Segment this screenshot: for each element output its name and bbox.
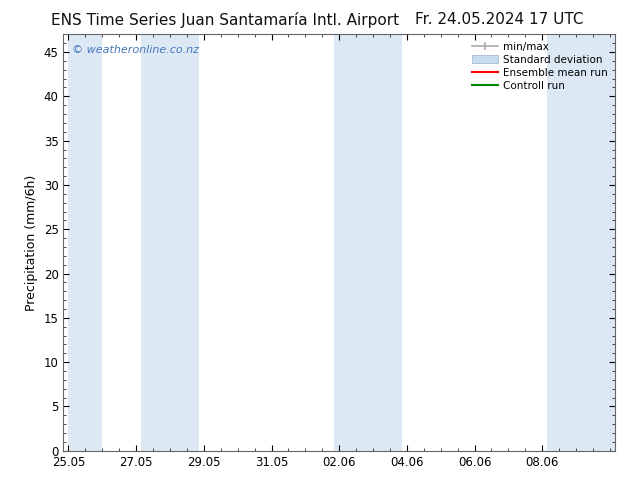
Bar <box>68 34 102 451</box>
Bar <box>547 34 615 451</box>
Text: ENS Time Series Juan Santamaría Intl. Airport: ENS Time Series Juan Santamaría Intl. Ai… <box>51 12 399 28</box>
Text: Fr. 24.05.2024 17 UTC: Fr. 24.05.2024 17 UTC <box>415 12 583 27</box>
Text: © weatheronline.co.nz: © weatheronline.co.nz <box>72 45 198 55</box>
Bar <box>141 34 198 451</box>
Y-axis label: Precipitation (mm/6h): Precipitation (mm/6h) <box>25 174 38 311</box>
Legend: min/max, Standard deviation, Ensemble mean run, Controll run: min/max, Standard deviation, Ensemble me… <box>467 37 612 95</box>
Bar <box>334 34 402 451</box>
